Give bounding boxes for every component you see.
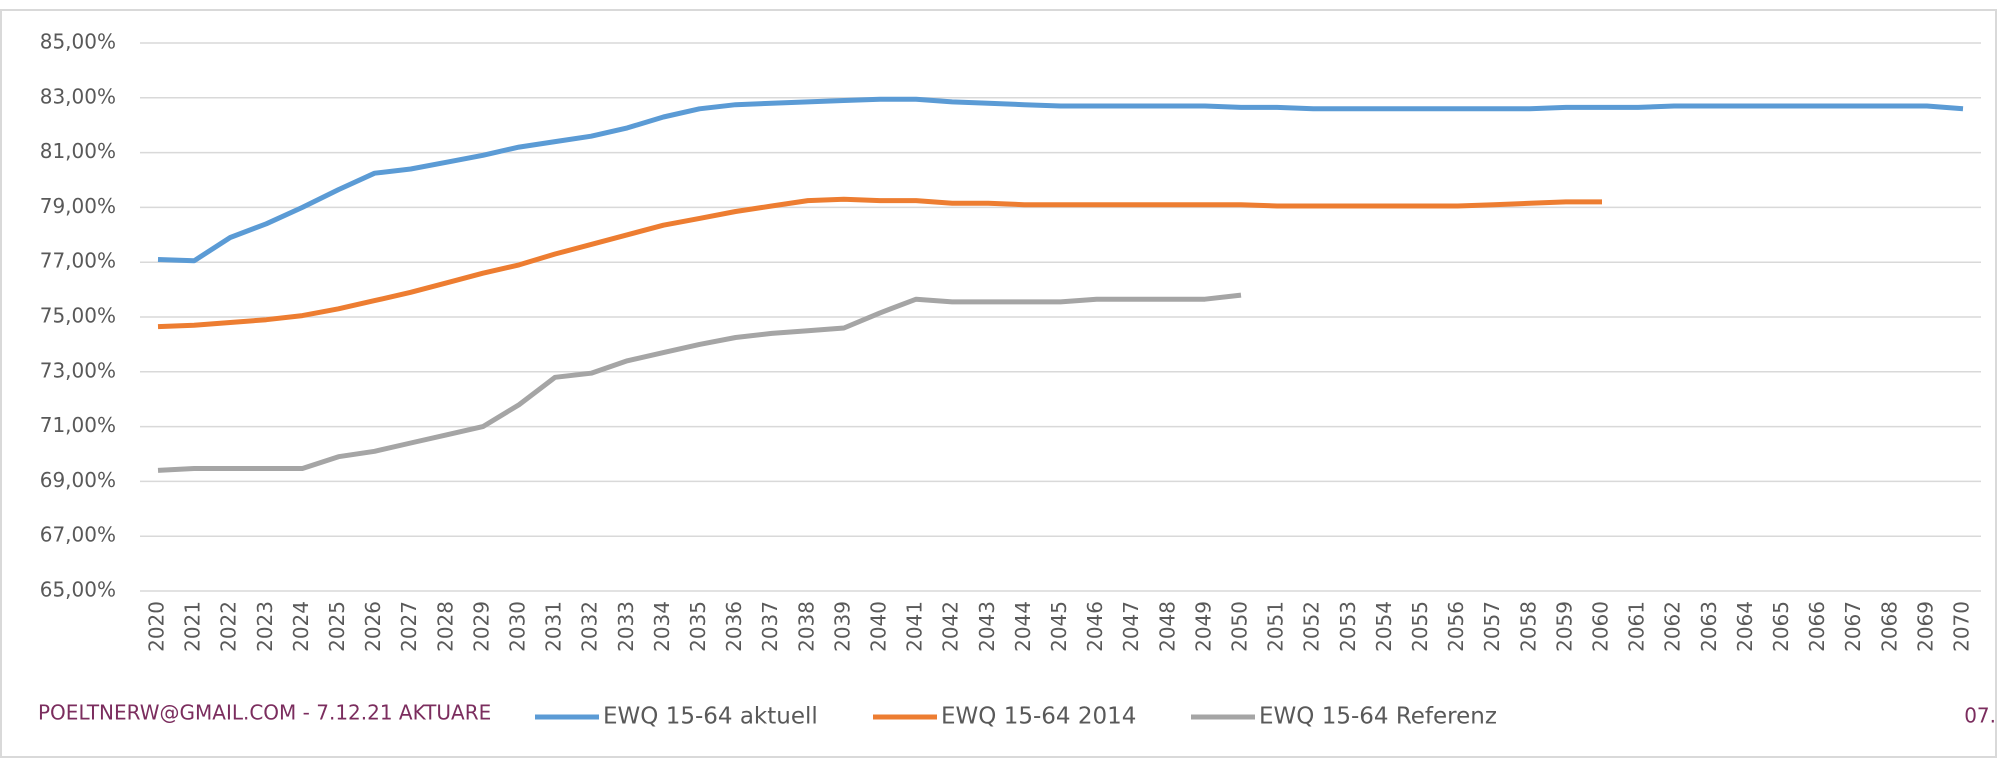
x-tick-label: 2067 [1841,601,1865,652]
x-tick-label: 2068 [1877,601,1901,652]
x-tick-label: 2031 [542,601,566,652]
x-tick-label: 2038 [794,601,818,652]
y-tick-label: 79,00% [40,194,116,218]
x-tick-label: 2047 [1119,601,1143,652]
x-tick-label: 2063 [1697,601,1721,652]
y-tick-label: 69,00% [40,468,116,492]
x-tick-label: 2048 [1155,601,1179,652]
footer-left: POELTNERW@GMAIL.COM - 7.12.21 AKTUARE [38,701,491,725]
y-tick-label: 75,00% [40,304,116,328]
x-tick-label: 2066 [1805,601,1829,652]
x-tick-label: 2043 [975,601,999,652]
x-tick-label: 2039 [830,601,854,652]
x-tick-label: 2021 [181,601,205,652]
footer-right: 07. [1964,704,1996,728]
x-tick-label: 2023 [253,601,277,652]
x-tick-label: 2044 [1011,601,1035,652]
y-tick-label: 77,00% [40,249,116,273]
x-tick-label: 2028 [433,601,457,652]
x-tick-label: 2069 [1913,601,1937,652]
x-tick-label: 2037 [758,601,782,652]
chart-frame [0,9,1997,758]
x-tick-label: 2026 [361,601,385,652]
x-tick-label: 2035 [686,601,710,652]
x-tick-label: 2065 [1769,601,1793,652]
x-tick-label: 2055 [1408,601,1432,652]
x-tick-label: 2029 [469,601,493,652]
x-tick-label: 2034 [650,601,674,652]
x-tick-label: 2060 [1588,601,1612,652]
x-tick-label: 2056 [1444,601,1468,652]
x-tick-label: 2058 [1516,601,1540,652]
x-tick-label: 2024 [289,601,313,652]
x-tick-label: 2032 [578,601,602,652]
series-line [157,196,1602,330]
x-tick-label: 2057 [1480,601,1504,652]
x-tick-label: 2061 [1625,601,1649,652]
x-tick-label: 2049 [1191,601,1215,652]
x-tick-label: 2052 [1300,601,1324,652]
x-tick-label: 2059 [1552,601,1576,652]
x-tick-label: 2033 [614,601,638,652]
x-tick-label: 2054 [1372,601,1396,652]
x-tick-label: 2051 [1264,601,1288,652]
x-tick-label: 2020 [145,601,169,652]
x-tick-label: 2022 [217,601,241,652]
legend-label: EWQ 15-64 2014 [941,704,1136,730]
x-tick-label: 2025 [325,601,349,652]
x-tick-label: 2042 [939,601,963,652]
y-tick-label: 81,00% [40,139,116,163]
series-line [157,96,1964,264]
x-tick-label: 2041 [903,601,927,652]
y-tick-label: 73,00% [40,358,116,382]
legend-label: EWQ 15-64 Referenz [1259,704,1497,730]
y-tick-label: 65,00% [40,578,116,602]
x-tick-label: 2045 [1047,601,1071,652]
y-tick-label: 71,00% [40,413,116,437]
x-tick-label: 2030 [506,601,530,652]
y-tick-label: 85,00% [40,30,116,54]
x-tick-label: 2064 [1733,601,1757,652]
legend-label: EWQ 15-64 aktuell [603,704,818,730]
x-tick-label: 2046 [1083,601,1107,652]
x-tick-label: 2053 [1336,601,1360,652]
x-tick-label: 2036 [722,601,746,652]
series-line [157,292,1242,473]
x-tick-label: 2040 [867,601,891,652]
x-tick-label: 2027 [397,601,421,652]
x-tick-label: 2070 [1949,601,1973,652]
y-tick-label: 83,00% [40,84,116,108]
y-tick-label: 67,00% [40,523,116,547]
x-tick-label: 2062 [1661,601,1685,652]
x-tick-label: 2050 [1227,601,1251,652]
